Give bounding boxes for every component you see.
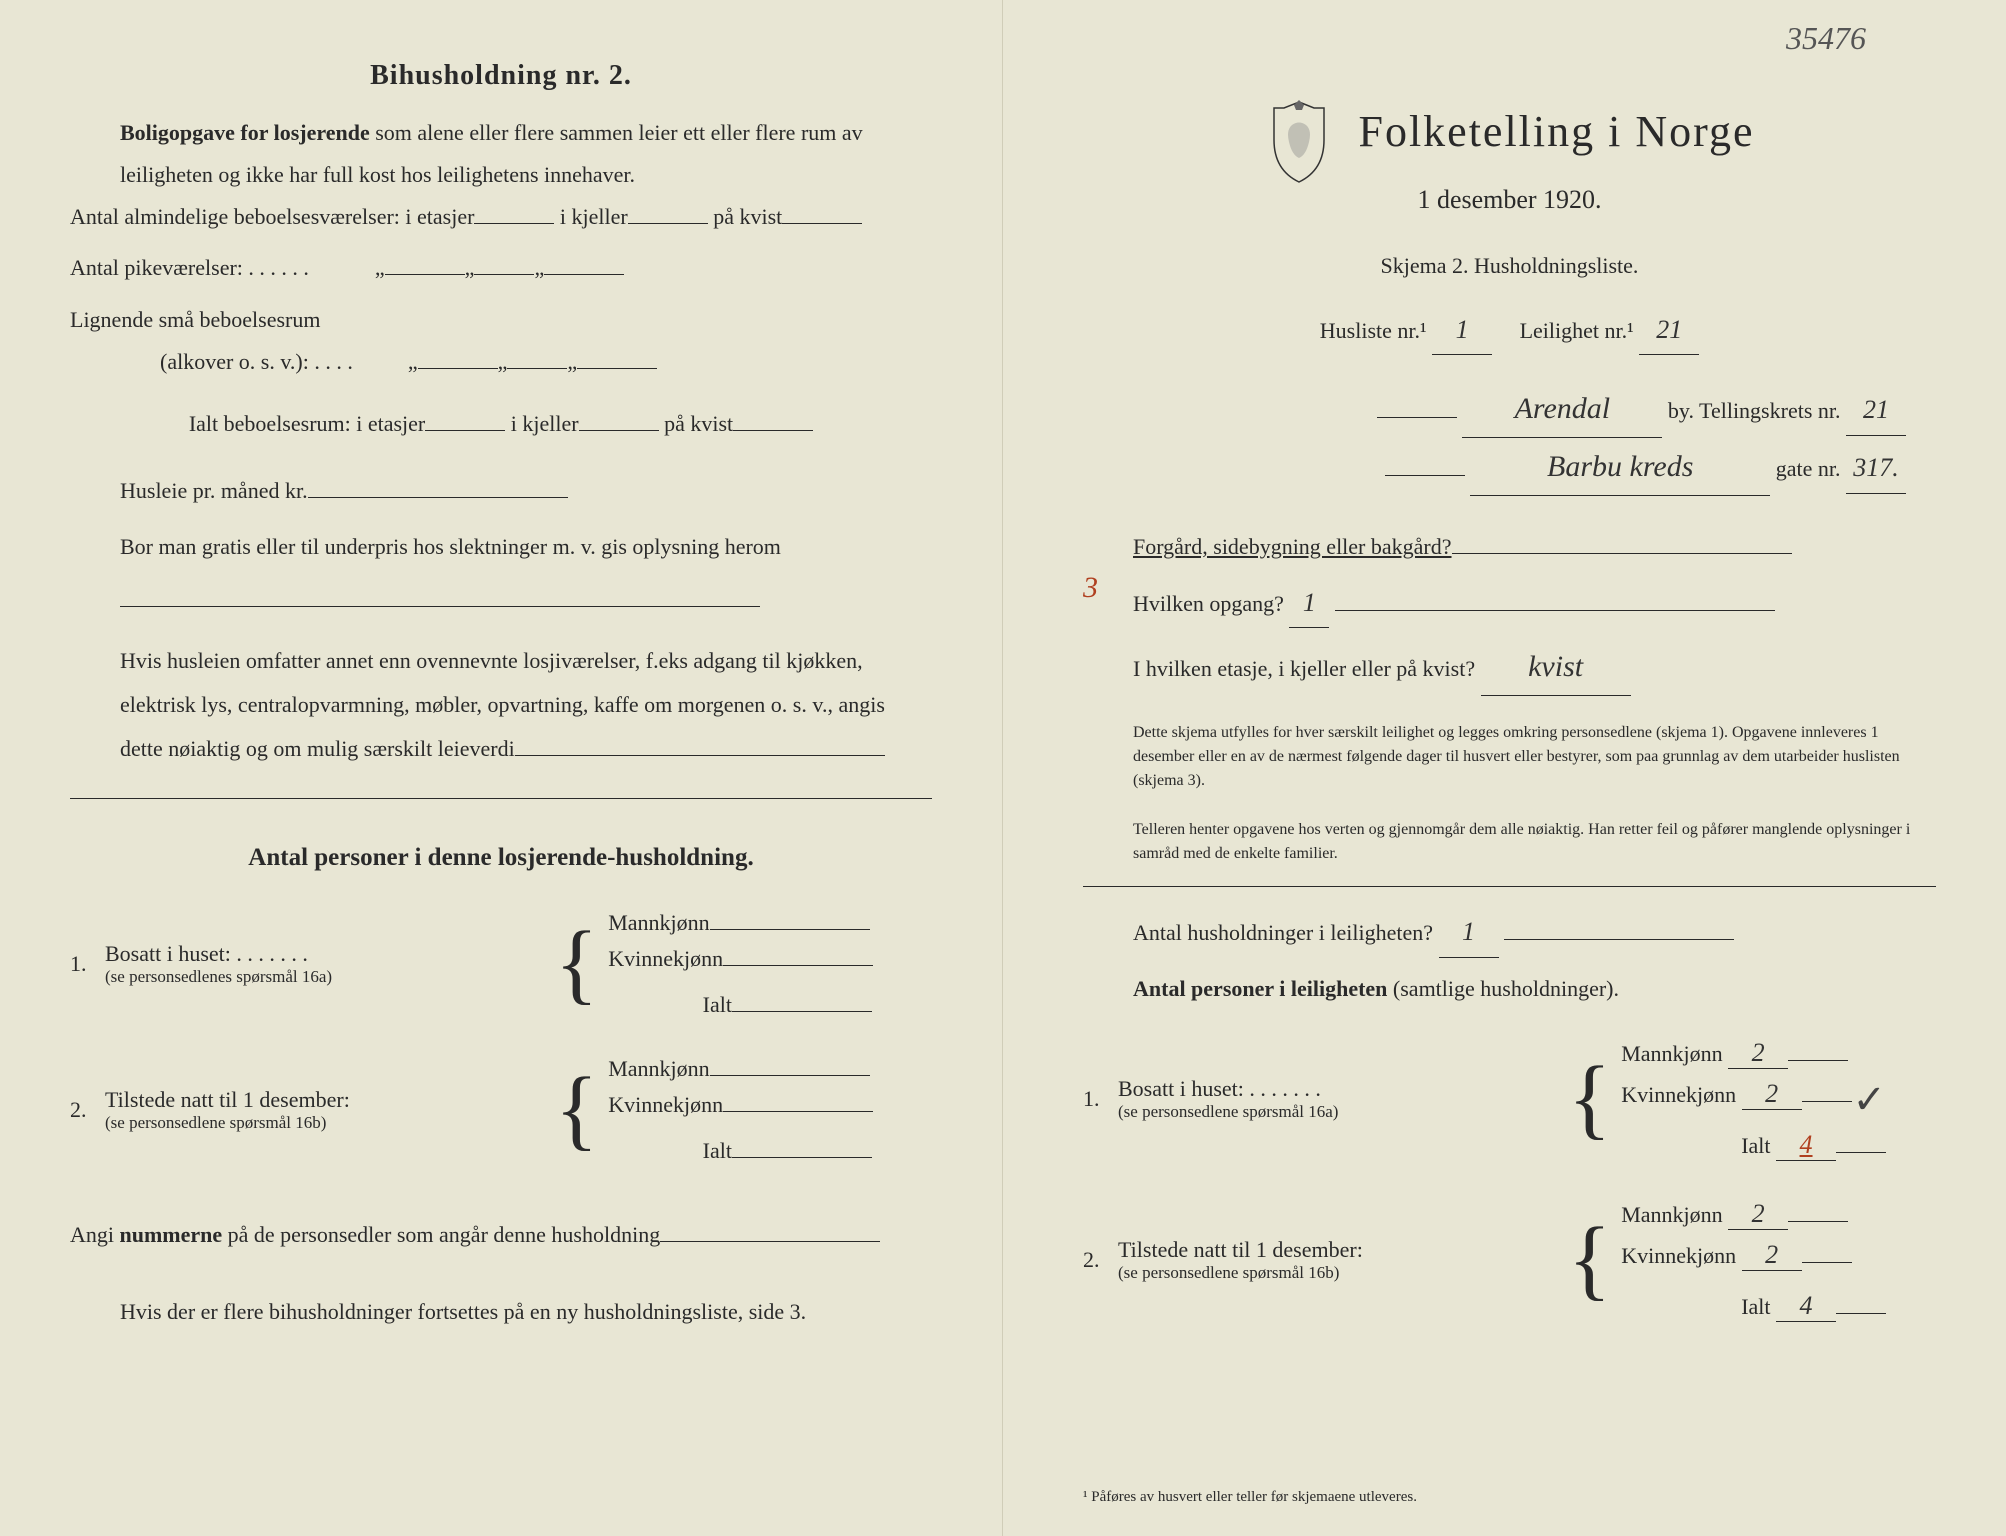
line-husleie: Husleie pr. måned kr. [70,470,932,512]
husliste-value: 1 [1432,305,1492,355]
margin-3: 3 [1083,571,1098,605]
blank-line [70,771,932,799]
left-page: Bihusholdning nr. 2. Boligopgave for los… [0,0,1003,1536]
date-subtitle: 1 desember 1920. [1083,185,1936,215]
antal-hush-line: Antal husholdninger i leiligheten? 1 [1083,907,1936,957]
by-line: Arendal by. Tellingskrets nr. 21 [1083,380,1936,438]
q2-kvinne-value: 2 [1742,1240,1802,1271]
skjema-line: Skjema 2. Husholdningsliste. [1083,245,1936,287]
note-para: Dette skjema utfylles for hver særskilt … [1083,721,1936,793]
section-heading-left: Antal personer i denne losjerende-hushol… [70,844,932,872]
brace-icon: { [545,928,608,1000]
line-pikevaer: Antal pikeværelser: . . . . . . „„„ [70,247,932,289]
q2-mann-value: 2 [1728,1199,1788,1230]
right-page: 35476 Folketelling i Norge 1 desember 19… [1003,0,2006,1536]
left-title: Bihusholdning nr. 2. [70,60,932,92]
brace-icon: { [1558,1224,1621,1296]
gate-value: Barbu kreds [1470,438,1770,496]
husliste-line: Husliste nr.¹ 1 Leilighet nr.¹ 21 [1083,305,1936,355]
gate-line: Barbu kreds gate nr. 317. [1083,438,1936,496]
note-para-2: Telleren henter opgavene hos verten og g… [1083,818,1936,866]
right-q1-block: 1. Bosatt i huset: . . . . . . . (se per… [1083,1028,1936,1171]
intro-para: Boligopgave for losjerende som alene ell… [70,112,932,196]
q-opgang: Hvilken opgang? 1 [1133,578,1936,628]
brace-icon: { [1558,1063,1621,1135]
opgang-value: 1 [1289,578,1329,628]
divider [1083,886,1936,887]
footnote: ¹ Påføres av husvert eller teller før sk… [1083,1489,1417,1506]
line-omfatter: Hvis husleien omfatter annet enn ovennev… [70,639,932,771]
line-nummerne: Angi nummerne på de personsedler som ang… [70,1214,932,1256]
line-alkover-a: Lignende små beboelsesrum [70,299,932,341]
line-alkover-b: (alkover o. s. v.): . . . . „„„ [70,341,932,383]
q2-ialt-value: 4 [1776,1291,1836,1322]
main-title: Folketelling i Norge [1358,107,1754,156]
q1-mann-value: 2 [1728,1038,1788,1069]
etasje-value: kvist [1481,638,1631,696]
q1-ialt-value: 4 [1776,1130,1836,1161]
line-gratis: Bor man gratis eller til underpris hos s… [70,521,932,627]
line-flere: Hvis der er flere bihusholdninger fortse… [70,1291,932,1333]
line-rooms: Antal almindelige beboelsesværelser: i e… [70,196,932,238]
right-q2-block: 2. Tilstede natt til 1 desember: (se per… [1083,1189,1936,1332]
q-forgard: Forgård, sidebygning eller bakgård? [1133,526,1936,568]
antal-pers-line: Antal personer i leiligheten (samtlige h… [1083,968,1936,1010]
left-q2-block: 2. Tilstede natt til 1 desember: (se per… [70,1046,932,1174]
q1-kvinne-value: 2 [1742,1079,1802,1110]
checkmark-icon: ✓ [1852,1076,1886,1123]
line-ialt-rooms: Ialt beboelsesrum: i etasjer i kjeller p… [70,403,932,445]
gatenr-value: 317. [1846,443,1906,493]
left-q1-block: 1. Bosatt i huset: . . . . . . . (se per… [70,900,932,1028]
brace-icon: { [545,1074,608,1146]
top-stamp-number: 35476 [1786,20,1866,57]
leilighet-value: 21 [1639,305,1699,355]
by-value: Arendal [1462,380,1662,438]
tellingskrets-value: 21 [1846,385,1906,435]
antal-hush-value: 1 [1439,907,1499,957]
intro-bold: Boligopgave for losjerende [120,120,370,145]
q-etasje: I hvilken etasje, i kjeller eller på kvi… [1133,638,1936,696]
coat-of-arms-icon [1264,100,1334,185]
header-block: Folketelling i Norge 1 desember 1920. [1083,100,1936,215]
